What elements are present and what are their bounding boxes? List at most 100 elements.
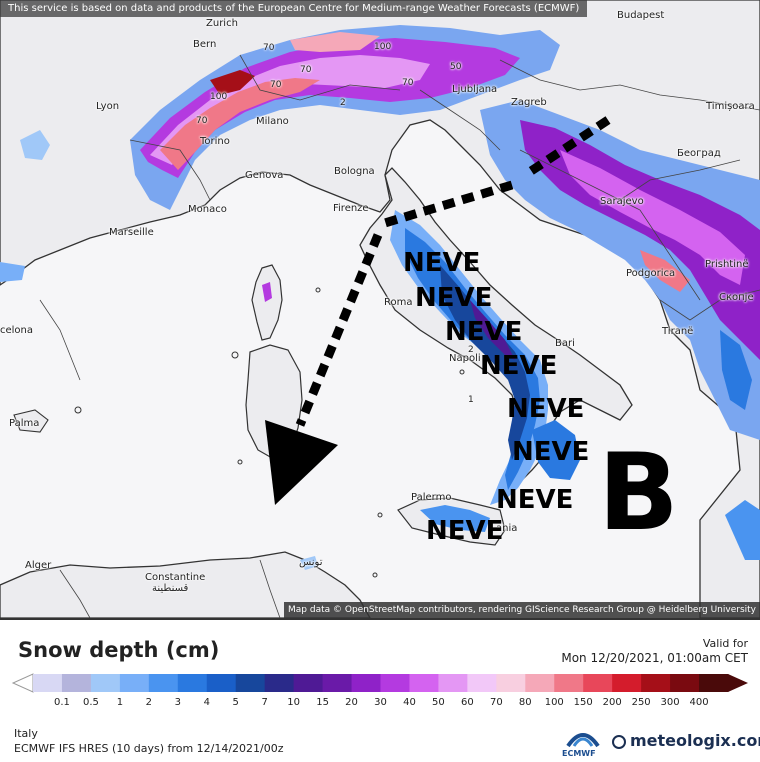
scale-swatch xyxy=(177,674,208,692)
scale-swatch xyxy=(380,674,410,692)
scale-swatch xyxy=(293,674,324,692)
scale-swatch xyxy=(235,674,266,692)
contour-label: 70 xyxy=(402,78,414,88)
neve-label: NEVE xyxy=(507,394,585,424)
ecmwf-logo-icon xyxy=(566,733,600,748)
scale-swatch xyxy=(351,674,381,692)
scale-min-arrow xyxy=(11,673,34,693)
city-sarajevo: Sarajevo xyxy=(600,196,644,207)
city-beograd: Београд xyxy=(677,148,721,159)
scale-swatch xyxy=(670,674,700,692)
contour-label: 70 xyxy=(196,116,208,126)
neve-label: NEVE xyxy=(403,248,481,278)
corsica xyxy=(251,264,283,341)
low-pressure-symbol: B xyxy=(598,431,679,554)
city-tirane: Tiranë xyxy=(662,326,694,337)
neve-label: NEVE xyxy=(415,283,493,313)
scale-tick-label: 15 xyxy=(316,697,329,708)
scale-swatch xyxy=(554,674,584,692)
city-bari: Bari xyxy=(555,338,575,349)
valid-date: Mon 12/20/2021, 01:00am CET xyxy=(561,651,748,665)
scale-swatch xyxy=(467,674,497,692)
city-torino: Torino xyxy=(200,136,230,147)
neve-label: NEVE xyxy=(445,317,523,347)
city-ljubljana: Ljubljana xyxy=(452,84,498,95)
city-barcelona: celona xyxy=(0,325,34,336)
city-alger: Alger xyxy=(25,560,52,571)
scale-tick-label: 20 xyxy=(345,697,358,708)
snow-tunisia xyxy=(300,556,318,570)
scale-tick-label: 0.1 xyxy=(54,697,70,708)
scale-tick-label: 150 xyxy=(574,697,593,708)
city-marseille: Marseille xyxy=(109,227,154,238)
city-tunis-arabic: تونس xyxy=(299,557,323,568)
contour-label: 100 xyxy=(374,42,392,52)
scale-tick-label: 80 xyxy=(519,697,532,708)
meteologix-brand[interactable]: meteologix.com xyxy=(630,731,760,750)
city-skopje: Скопје xyxy=(719,292,754,303)
scale-swatch xyxy=(583,674,613,692)
city-prishtine: Prishtinë xyxy=(705,259,749,270)
snow-pyrenees xyxy=(0,262,25,282)
contour-label: 100 xyxy=(210,92,228,102)
city-napoli: Napoli xyxy=(449,353,481,364)
dotted-arrows xyxy=(295,116,611,427)
scale-tick-label: 70 xyxy=(490,697,503,708)
scale-swatch xyxy=(496,674,526,692)
scale-tick-label: 40 xyxy=(403,697,416,708)
meteologix-logo-icon xyxy=(612,735,626,749)
scale-swatch xyxy=(612,674,642,692)
legend-title: Snow depth (cm) xyxy=(18,638,220,662)
city-palermo: Palermo xyxy=(411,492,452,503)
scale-swatch xyxy=(438,674,468,692)
city-lyon: Lyon xyxy=(96,101,120,112)
scale-tick-label: 3 xyxy=(175,697,181,708)
city-catania: ania xyxy=(496,523,518,534)
scale-tick-label: 10 xyxy=(287,697,300,708)
city-roma: Roma xyxy=(384,297,413,308)
scale-max-arrow xyxy=(728,674,748,692)
city-bologna: Bologna xyxy=(334,166,375,177)
snow-apennines xyxy=(390,210,580,532)
scale-swatch xyxy=(148,674,179,692)
color-scale: 0.1 0.5 1 2 3 4 5 7 10 15 20 30 40 50 60 70 80 100 150 200 2… xyxy=(11,673,748,708)
scale-tick-label: 100 xyxy=(545,697,564,708)
city-bern: Bern xyxy=(193,39,217,50)
scale-tick-label: 250 xyxy=(632,697,651,708)
contour-label: 1 xyxy=(468,395,474,405)
neve-label: NEVE xyxy=(480,351,558,381)
region-label: Italy xyxy=(14,727,38,740)
city-genova: Genova xyxy=(245,170,284,181)
city-budapest: Budapest xyxy=(617,10,665,21)
contour-label: 2 xyxy=(340,98,346,108)
city-timisoara: Timișoara xyxy=(706,101,755,112)
scale-swatch xyxy=(90,674,121,692)
contour-label: 70 xyxy=(270,80,282,90)
city-podgorica: Podgorica xyxy=(626,268,676,279)
map-canvas xyxy=(0,0,760,618)
island-dots xyxy=(74,287,465,578)
scale-tick-label: 7 xyxy=(261,697,267,708)
contour-label: 50 xyxy=(450,62,462,72)
scale-tick-label: 30 xyxy=(374,697,387,708)
snow-alps xyxy=(130,25,560,210)
scale-tick-label: 200 xyxy=(603,697,622,708)
scale-swatch xyxy=(61,674,92,692)
city-constantine: Constantine xyxy=(145,572,206,583)
scale-tick-label: 300 xyxy=(661,697,680,708)
snow-depth-map: This service is based on data and produc… xyxy=(0,0,760,618)
scale-tick-label: 50 xyxy=(432,697,445,708)
scale-swatch xyxy=(409,674,439,692)
scale-swatch xyxy=(33,674,63,692)
ecmwf-logo-text: ECMWF xyxy=(562,749,596,758)
snow-massif xyxy=(20,130,50,160)
scale-swatch xyxy=(264,674,295,692)
city-constantine-arabic: قسنطينة xyxy=(152,583,189,594)
scale-tick-label: 1 xyxy=(117,697,123,708)
scale-swatch xyxy=(119,674,150,692)
scale-swatch xyxy=(641,674,671,692)
contour-label: 70 xyxy=(263,43,275,53)
scale-swatch xyxy=(699,674,729,692)
scale-tick-label: 5 xyxy=(233,697,239,708)
neve-label: NEVE xyxy=(496,485,574,515)
